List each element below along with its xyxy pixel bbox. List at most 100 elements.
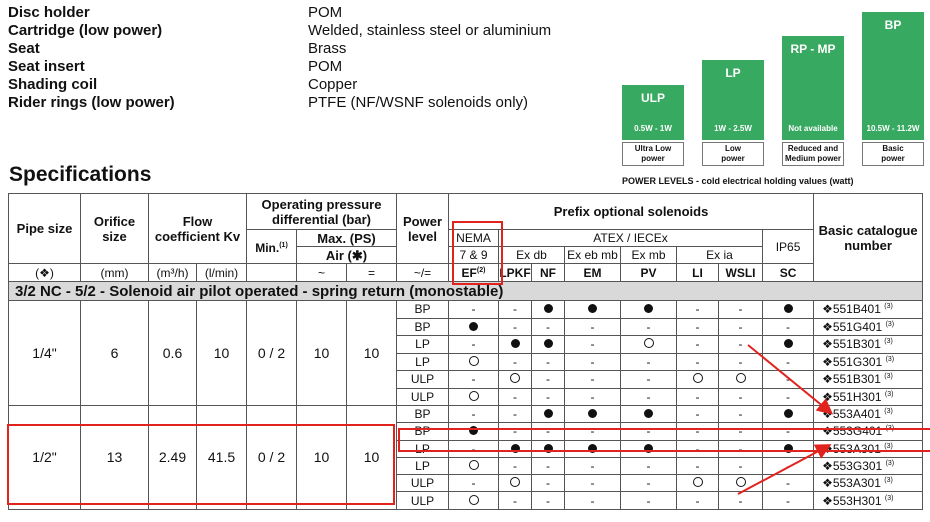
header-orifice-size: Orifice size	[80, 193, 149, 264]
dash: -	[590, 493, 595, 508]
solenoid-cell: -	[498, 317, 532, 336]
dash: -	[786, 459, 791, 474]
dash: -	[513, 493, 517, 508]
available-dot	[510, 443, 520, 453]
catalogue-number-cell: ❖553A401 (3)	[813, 404, 924, 424]
solenoid-cell: -	[564, 491, 621, 510]
header-max: Max. (PS)	[296, 229, 397, 247]
unit-cell: (❖)	[8, 263, 81, 282]
solenoid-cell: -	[718, 352, 763, 371]
material-name: Rider rings (low power)	[8, 93, 175, 111]
dash: -	[695, 302, 700, 317]
header-min: Min.(1)	[246, 229, 297, 264]
unit-cell: ~	[296, 263, 347, 282]
power-level-cell: BP	[396, 317, 449, 336]
solenoid-cell: -	[718, 300, 763, 319]
solenoid-cell: -	[676, 317, 719, 336]
group-cell-min: 0 / 2	[246, 300, 297, 406]
header-operating-pressure: Operating pressure differential (bar)	[246, 193, 397, 230]
unit-cell: (m³/h)	[148, 263, 197, 282]
solenoid-code-li: LI	[676, 263, 719, 282]
available-dot	[644, 304, 653, 314]
solenoid-cell: -	[498, 456, 532, 476]
catalogue-note: (3)	[885, 320, 895, 328]
dash: -	[471, 476, 476, 491]
table-row: LP - - - - ❖551B301 (3)	[9, 335, 924, 354]
dash: -	[786, 319, 791, 334]
catalogue-number: ❖551B401	[822, 302, 881, 317]
material-row: Shading coil Copper	[8, 75, 551, 93]
optional-ring	[468, 494, 479, 505]
available-dot	[543, 339, 553, 349]
header-air: Air (✱)	[296, 246, 397, 264]
power-level-cell: ULP	[396, 491, 449, 510]
available-dot	[543, 409, 553, 419]
dash: -	[695, 389, 700, 404]
dash: -	[695, 354, 700, 369]
dash: -	[695, 441, 700, 456]
catalogue-number: ❖553A301	[822, 441, 881, 456]
material-value: POM	[308, 3, 343, 21]
power-bar-label: ULP	[641, 91, 665, 105]
solenoid-cell: -	[564, 352, 621, 371]
material-name: Disc holder	[8, 3, 90, 21]
solenoid-cell: -	[718, 317, 763, 336]
section-title: 3/2 NC - 5/2 - Solenoid air pilot operat…	[7, 281, 924, 301]
optional-ring	[468, 390, 479, 401]
solenoid-cell	[620, 404, 677, 424]
optional-ring	[468, 460, 479, 471]
dash: -	[546, 319, 550, 334]
dash: -	[738, 302, 743, 317]
solenoid-cell: -	[564, 387, 621, 406]
header-flow-coefficient: Flow coefficient Kv	[148, 193, 247, 264]
available-dot	[588, 443, 597, 453]
unit-cell	[246, 263, 297, 282]
header-atex: ATEX / IECEx	[498, 229, 763, 247]
solenoid-code-wsli: WSLI	[718, 263, 763, 282]
solenoid-cell: -	[718, 335, 763, 354]
dash: -	[738, 354, 743, 369]
dash: -	[738, 319, 743, 334]
group-cell-ac: 10	[296, 300, 347, 406]
available-dot	[644, 443, 653, 453]
solenoid-code-label: LI	[692, 265, 703, 280]
material-name: Seat	[8, 39, 40, 57]
catalogue-number-cell: ❖551G401 (3)	[813, 317, 924, 336]
unit-cell: (mm)	[80, 263, 149, 282]
highlight-row-553g401	[398, 428, 930, 452]
power-bar-label: BP	[884, 18, 902, 32]
dash: -	[513, 302, 517, 317]
solenoid-code-nf: NF	[531, 263, 565, 282]
dash: -	[738, 337, 743, 352]
power-level-cell: BP	[396, 300, 449, 319]
dash: -	[738, 493, 743, 508]
dash: -	[646, 389, 651, 404]
solenoid-cell: -	[676, 335, 719, 354]
available-dot	[783, 304, 793, 314]
material-row: Disc holder POM	[8, 3, 551, 21]
solenoid-cell	[718, 370, 763, 389]
highlight-half-inch-group	[7, 424, 395, 505]
unit-cell: (l/min)	[196, 263, 247, 282]
solenoid-cell: -	[761, 370, 815, 389]
catalogue-number: ❖553G401	[822, 424, 883, 439]
solenoid-cell: -	[448, 474, 499, 493]
dash: -	[646, 372, 651, 387]
solenoid-cell: -	[448, 300, 499, 319]
dash: -	[546, 389, 550, 404]
solenoid-code-label: SC	[779, 265, 797, 280]
catalogue-note: (3)	[884, 338, 893, 346]
solenoid-code-label: EF	[461, 265, 477, 280]
optional-ring	[735, 477, 746, 488]
dash: -	[471, 407, 476, 422]
dash: -	[513, 354, 517, 369]
catalogue-number: ❖551B301	[822, 337, 881, 352]
material-row: Seat Brass	[8, 39, 551, 57]
material-value: Copper	[308, 75, 358, 93]
solenoid-code-label: PV	[640, 265, 657, 280]
dash: -	[590, 476, 595, 491]
catalogue-number: ❖553G301	[822, 459, 883, 474]
solenoid-cell: -	[620, 474, 677, 493]
solenoid-cell	[620, 300, 677, 319]
dash: -	[471, 337, 476, 352]
